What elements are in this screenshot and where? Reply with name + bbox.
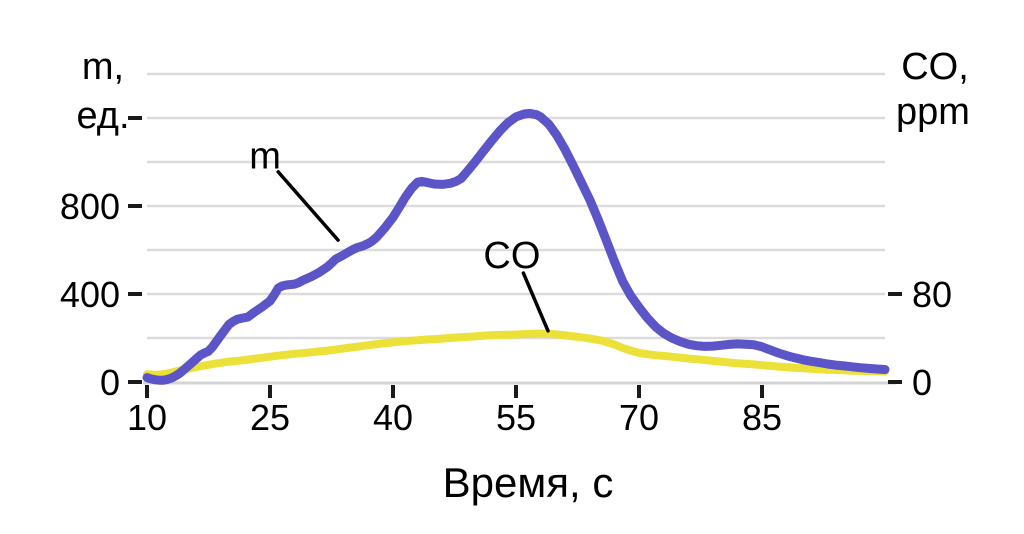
left-tick-label: 0 xyxy=(100,362,120,403)
right-axis-title-line2: ppm xyxy=(896,91,970,133)
right-tick-label: 80 xyxy=(912,274,952,315)
curves xyxy=(142,108,890,385)
co-annotation-line xyxy=(521,271,550,333)
x-tick-label: 85 xyxy=(742,397,782,438)
co-curve xyxy=(143,329,889,379)
left-axis-title-line1: m, xyxy=(82,46,124,88)
left-axis-title-line2: ед. xyxy=(76,95,129,137)
m-annotation-label: m xyxy=(249,135,281,177)
x-tick-label: 55 xyxy=(496,397,536,438)
m-annotation-line xyxy=(276,170,340,242)
x-axis-title: Время, с xyxy=(443,459,614,506)
co-annotation-label: CO xyxy=(483,235,540,277)
tick-labels: 10 25 40 55 70 85 0 400 800 0 80 xyxy=(60,186,952,438)
right-tick-label: 0 xyxy=(912,362,932,403)
m-curve xyxy=(142,108,890,385)
x-tick-label: 25 xyxy=(250,397,290,438)
x-tick-label: 10 xyxy=(127,397,167,438)
left-tick-label: 800 xyxy=(60,186,120,227)
x-tick-label: 70 xyxy=(619,397,659,438)
right-axis-title-line1: CO, xyxy=(901,46,969,88)
x-tick-label: 40 xyxy=(373,397,413,438)
left-tick-label: 400 xyxy=(60,274,120,315)
annotations: m CO xyxy=(249,135,550,333)
axis-ticks xyxy=(128,116,902,398)
